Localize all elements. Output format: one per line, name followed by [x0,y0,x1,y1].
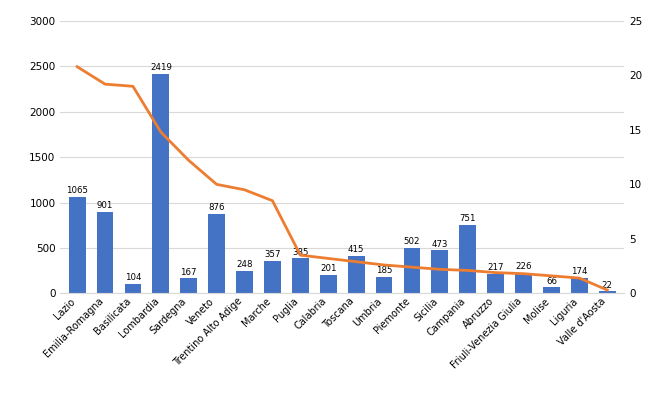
Text: 473: 473 [431,240,448,249]
Text: 66: 66 [546,277,557,286]
Bar [236,271,253,293]
Bar [320,275,337,293]
Bar [571,277,588,293]
Text: 226: 226 [515,262,532,271]
Bar [208,214,225,293]
Text: 502: 502 [404,237,420,246]
Bar [152,74,169,293]
Text: 751: 751 [460,215,476,223]
Bar [348,256,364,293]
Text: 876: 876 [209,203,225,212]
Text: 2419: 2419 [150,63,172,72]
Text: 104: 104 [125,273,141,282]
Bar [68,197,85,293]
Bar [403,248,420,293]
Bar [376,277,393,293]
Bar [487,274,504,293]
Bar [180,278,197,293]
Bar [599,291,616,293]
Text: 201: 201 [320,264,337,274]
Bar [460,225,476,293]
Text: 217: 217 [487,263,504,272]
Text: 385: 385 [292,248,309,257]
Text: 185: 185 [376,266,393,275]
Text: 901: 901 [97,201,113,210]
Text: 174: 174 [571,267,588,276]
Text: 22: 22 [602,281,613,290]
Bar [543,287,560,293]
Bar [264,261,281,293]
Text: 167: 167 [180,267,197,277]
Bar [97,212,113,293]
Bar [515,273,532,293]
Text: 415: 415 [348,245,364,254]
Text: 1065: 1065 [66,186,88,195]
Text: 357: 357 [264,250,280,259]
Bar [431,251,448,293]
Bar [125,284,142,293]
Bar [292,259,309,293]
Text: 248: 248 [236,260,253,269]
